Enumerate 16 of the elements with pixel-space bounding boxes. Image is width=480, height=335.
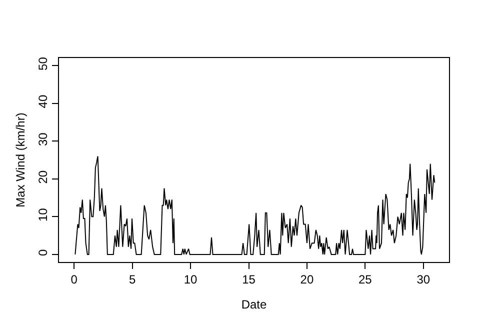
line-series <box>74 156 436 255</box>
x-tick-label: 30 <box>416 272 430 286</box>
y-tick-label: 40 <box>36 94 50 108</box>
x-tick-label: 5 <box>128 272 136 286</box>
x-tick-label: 15 <box>242 272 256 286</box>
x-tick-label: 10 <box>184 272 198 286</box>
y-tick-label: 30 <box>36 132 50 146</box>
y-tick-label: 0 <box>36 248 50 256</box>
x-axis-title: Date <box>241 297 267 312</box>
y-tick-label: 50 <box>36 56 50 70</box>
y-tick-label: 20 <box>36 170 50 184</box>
x-tick-label: 25 <box>358 272 372 286</box>
x-tick-label: 0 <box>70 272 78 286</box>
y-tick-label: 10 <box>36 208 50 222</box>
y-axis-title: Max Wind (km/hr) <box>14 112 28 208</box>
x-tick-label: 20 <box>300 272 314 286</box>
